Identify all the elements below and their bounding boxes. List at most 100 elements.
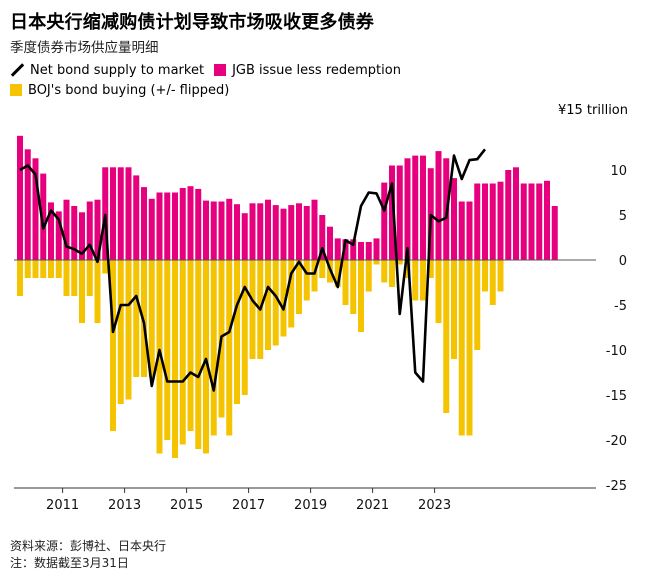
net-supply-line-group [19, 148, 487, 392]
boj-bar [489, 260, 496, 305]
x-tick-label: 2017 [232, 498, 265, 513]
boj-bar [24, 260, 31, 278]
boj-bar [272, 260, 279, 346]
jgb-bar [389, 165, 395, 260]
jgb-bar [187, 186, 194, 260]
boj-bar [187, 260, 194, 431]
boj-bar [443, 260, 450, 413]
jgb-bar [141, 187, 147, 260]
jgb-bar [55, 211, 62, 260]
legend-label-net: Net bond supply to market [30, 62, 205, 78]
jgb-bar [226, 198, 233, 260]
jgb-bar [544, 180, 550, 260]
x-tick-label: 2019 [294, 498, 327, 513]
legend-item-net: Net bond supply to market [10, 63, 204, 78]
boj-bar [32, 260, 39, 278]
boj-bar [474, 260, 481, 350]
boj-bar [365, 260, 372, 292]
boj-bar [458, 260, 465, 436]
jgb-bar [94, 199, 101, 260]
legend: Net bond supply to market JGB issue less… [10, 60, 640, 100]
y-tick-label: -15 [606, 389, 627, 404]
jgb-bar [210, 201, 217, 260]
jgb-bar [296, 203, 302, 260]
jgb-bar [125, 167, 132, 260]
y-tick-label: 10 [610, 164, 627, 179]
boj-bar [195, 260, 202, 449]
jgb-bar [319, 215, 326, 260]
x-tick-label: 2011 [46, 498, 79, 513]
jgb-bar [327, 226, 333, 260]
jgb-bar [272, 205, 279, 260]
source-note: 资料来源：彭博社、日本央行 [10, 539, 167, 553]
y-tick-label: 0 [619, 254, 627, 269]
jgb-bar [474, 183, 481, 260]
jgb-bar [513, 167, 519, 260]
boj-bar [420, 260, 426, 301]
jgb-bar [497, 181, 504, 260]
jgb-bar [358, 242, 364, 260]
jgb-bar [280, 208, 287, 260]
jgb-bar [148, 198, 155, 260]
boj-bar [117, 260, 124, 404]
y-tick-label: -5 [614, 299, 627, 314]
x-tick-label: 2013 [108, 498, 141, 513]
legend-label-jgb: JGB issue less redemption [232, 62, 401, 78]
jgb-bar [528, 183, 535, 260]
jgb-bar [458, 201, 465, 260]
jgb-bar [435, 151, 442, 260]
jgb-bar [63, 199, 70, 260]
boj-bar [373, 260, 380, 265]
boj-bar [241, 260, 248, 395]
jgb-bar [288, 205, 295, 260]
boj-bar [389, 260, 395, 287]
boj-bar [71, 260, 78, 296]
boj-bar [125, 260, 132, 400]
x-axis-ticks: 2011 2013 2015 2017 2019 2021 2023 [14, 487, 596, 513]
jgb-bar [536, 183, 543, 260]
jgb-bar [117, 167, 124, 260]
y-tick-label: -25 [606, 479, 627, 494]
boj-bar [265, 260, 271, 350]
boj-bar [48, 260, 54, 278]
pink-swatch-icon [214, 64, 227, 76]
boj-bar [319, 260, 326, 278]
boj-bar [40, 260, 47, 278]
jgb-bar [420, 155, 426, 260]
jgb-bar [172, 192, 178, 260]
boj-bar [482, 260, 488, 292]
jgb-issue-bars [17, 135, 558, 260]
jgb-bar [334, 238, 341, 260]
x-tick-label: 2015 [170, 498, 203, 513]
boj-bar [79, 260, 85, 323]
y-axis-unit-label: ¥15 trillion [557, 103, 628, 118]
jgb-bar [396, 165, 403, 260]
boj-bar [164, 260, 171, 440]
jgb-bar [373, 238, 380, 260]
jgb-bar [451, 178, 457, 260]
boj-bar [296, 260, 302, 314]
boj-bar [334, 260, 341, 287]
jgb-bar [218, 201, 225, 260]
boj-bar [350, 260, 357, 314]
jgb-bar [365, 242, 372, 260]
boj-bar [280, 260, 287, 337]
boj-buying-bars [17, 260, 504, 458]
net-supply-line [19, 148, 487, 392]
jgb-bar [17, 135, 23, 260]
x-tick-label: 2021 [356, 498, 389, 513]
jgb-bar [203, 200, 209, 260]
boj-bar [156, 260, 163, 454]
boj-bar [179, 260, 186, 445]
jgb-bar [489, 183, 496, 260]
boj-bar [226, 260, 233, 436]
data-note: 注：数据截至3月31日 [10, 556, 129, 570]
jgb-bar [156, 192, 163, 260]
yellow-swatch-icon [10, 84, 22, 96]
jgb-bar [32, 158, 39, 260]
jgb-bar [71, 206, 78, 260]
boj-bar [203, 260, 209, 454]
jgb-bar [505, 170, 512, 260]
boj-bar [249, 260, 256, 359]
